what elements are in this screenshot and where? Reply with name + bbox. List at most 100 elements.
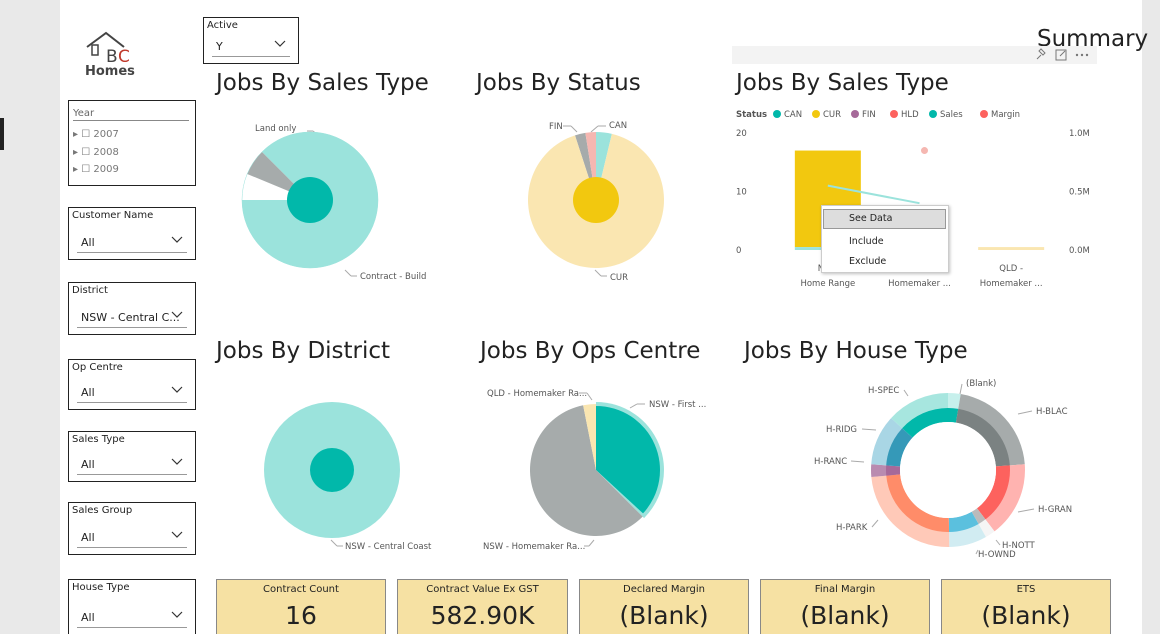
donut-inner-segment[interactable] (886, 474, 950, 532)
year-slicer[interactable]: Year ▸ ☐ 2007 ▸ ☐ 2008 ▸ ☐ 2009 (68, 100, 196, 186)
donut-label: H-RIDG (826, 425, 857, 435)
leader-line (1017, 508, 1035, 513)
legend-marker[interactable] (890, 110, 898, 118)
bar-segment-cur[interactable] (978, 247, 1045, 250)
card-value: (Blank) (800, 601, 890, 630)
menu-item-see-data[interactable]: See Data (849, 213, 893, 224)
active-slicer-title: Active (207, 20, 238, 31)
visual-header-icons (1036, 48, 1089, 61)
legend-label[interactable]: CUR (823, 110, 841, 120)
card-value: (Blank) (981, 601, 1071, 630)
sales-type-dropdown[interactable]: All (77, 452, 187, 475)
card-title: Final Margin (814, 584, 876, 595)
focus-mode-icon[interactable] (1055, 49, 1067, 61)
dropdown-value: NSW - Central C... (81, 311, 180, 324)
pie-label: NSW - Central Coast (345, 542, 432, 552)
panel-marker (0, 118, 4, 150)
y2-tick-label: 1.0M (1069, 129, 1090, 139)
chevron-down-icon (274, 40, 286, 47)
legend-marker[interactable] (773, 110, 781, 118)
sales-group-dropdown[interactable]: All (77, 525, 187, 548)
pie-slice[interactable] (596, 406, 660, 514)
legend-label[interactable]: HLD (901, 110, 919, 120)
donut-outer-segment[interactable] (871, 418, 910, 467)
pie-chart-status[interactable]: FIN CAN CUR (475, 100, 725, 300)
menu-item-exclude[interactable]: Exclude (849, 256, 887, 267)
donut-inner-segment[interactable] (955, 408, 1010, 467)
legend-marker[interactable] (851, 110, 859, 118)
pie-slice[interactable] (530, 405, 643, 536)
donut-inner-segment[interactable] (948, 511, 979, 532)
op-centre-slicer[interactable]: Op Centre All (68, 359, 196, 410)
pie-chart-ops-centre[interactable]: QLD - Homemaker Ra... NSW - First ... NS… (475, 370, 725, 570)
pie-label: FIN (549, 122, 563, 132)
donut-label: H-RANC (814, 457, 847, 467)
donut-inner-segment[interactable] (971, 508, 986, 524)
legend-marker[interactable] (980, 110, 988, 118)
checkbox-icon[interactable]: ☐ (78, 146, 94, 158)
checkbox-icon[interactable]: ☐ (78, 164, 94, 175)
district-dropdown[interactable]: NSW - Central C... (77, 305, 187, 328)
margin-point[interactable] (921, 147, 928, 155)
more-options-icon[interactable] (1075, 53, 1089, 57)
customer-name-dropdown[interactable]: All (77, 230, 187, 253)
legend-label[interactable]: FIN (862, 110, 876, 120)
pie-label: CUR (610, 273, 628, 283)
active-dropdown[interactable]: Y (212, 34, 290, 57)
legend-label[interactable]: Margin (991, 110, 1020, 120)
district-slicer[interactable]: District NSW - Central C... (68, 282, 196, 335)
donut-inner-segment[interactable] (948, 408, 959, 423)
donut-inner-segment[interactable] (886, 465, 901, 476)
pin-icon[interactable] (1036, 48, 1046, 60)
checkbox-icon[interactable]: ☐ (78, 129, 94, 140)
house-type-slicer[interactable]: House Type All (68, 579, 196, 634)
leader-line (850, 460, 865, 463)
sales-type-slicer[interactable]: Sales Type All (68, 431, 196, 482)
card-title: Declared Margin (623, 584, 705, 595)
legend-label[interactable]: CAN (784, 110, 802, 120)
donut-inner-segment[interactable] (886, 428, 913, 467)
bc-homes-logo: B C Homes (85, 31, 135, 78)
pie-label: CAN (609, 121, 627, 131)
house-type-dropdown[interactable]: All (77, 605, 187, 628)
donut-label: H-PARK (836, 523, 868, 533)
pie-label: NSW - First ... (649, 400, 706, 410)
y-tick-label: 10 (736, 188, 747, 198)
donut-label: H-GRAN (1038, 505, 1072, 515)
context-menu: See Data Include Exclude (821, 205, 949, 273)
menu-item-include[interactable]: Include (849, 236, 884, 247)
card-final-margin: Final Margin (Blank) (760, 579, 930, 634)
sales-group-slicer[interactable]: Sales Group All (68, 502, 196, 555)
donut-outer-segment[interactable] (891, 393, 948, 435)
legend-marker[interactable] (812, 110, 820, 118)
donut-inner-segment[interactable] (976, 465, 1010, 520)
legend-label[interactable]: Sales (940, 110, 963, 120)
legend-marker[interactable] (929, 110, 937, 118)
pie-chart-sales-type[interactable]: Land only Contract - Build (215, 100, 465, 300)
pie-label: QLD - Homemaker Ra... (487, 389, 587, 399)
expand-arrow-icon[interactable]: ▸ (73, 164, 79, 175)
slicer-title: House Type (72, 582, 130, 593)
year-item[interactable]: ▸ ☐ 2009 (73, 161, 119, 179)
card-title: Contract Count (263, 584, 339, 595)
legend-title: Status (736, 110, 767, 120)
active-dropdown-value: Y (216, 40, 223, 53)
sales-line[interactable] (827, 184, 920, 205)
year-label: 2007 (93, 129, 119, 140)
pie-label: Land only (255, 124, 296, 134)
donut-inner-segment[interactable] (902, 408, 948, 438)
op-centre-dropdown[interactable]: All (77, 380, 187, 403)
pie-outline (241, 131, 379, 269)
expand-arrow-icon[interactable]: ▸ (73, 129, 79, 140)
pie-slice[interactable] (583, 404, 596, 470)
expand-arrow-icon[interactable]: ▸ (73, 146, 79, 158)
chevron-down-icon (171, 311, 183, 318)
active-slicer[interactable]: Active Y (203, 17, 299, 64)
chevron-down-icon (171, 386, 183, 393)
year-item[interactable]: ▸ ☐ 2008 (73, 144, 119, 162)
customer-name-slicer[interactable]: Customer Name All (68, 207, 196, 260)
pie-chart-district[interactable]: NSW - Central Coast (215, 370, 465, 570)
pie-center-circle (310, 448, 354, 492)
year-item[interactable]: ▸ ☐ 2007 (73, 126, 119, 144)
